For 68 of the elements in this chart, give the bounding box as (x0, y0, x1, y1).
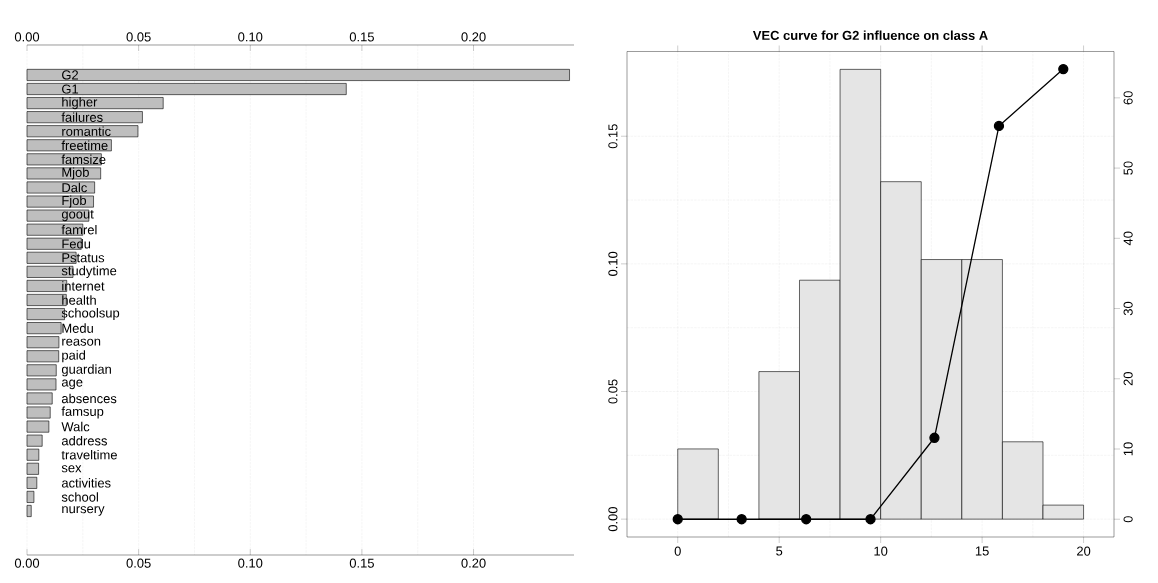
y-tick-label: Mjob (62, 167, 89, 180)
x-tick-label: 5 (776, 546, 783, 556)
x2-tick-label: 0.15 (349, 558, 374, 568)
y-tick-label: failures (61, 112, 103, 122)
y-tick-label: Medu (62, 323, 93, 333)
x2-tick-label: 0.00 (14, 558, 40, 568)
y-tick-label: freetime (61, 140, 108, 151)
y-tick-label: 0.05 (608, 379, 618, 404)
y2-tick-label: 20 (1123, 372, 1133, 386)
bar (26, 476, 38, 489)
bar (26, 490, 35, 503)
y-tick-label: reason (62, 338, 101, 346)
x-tick-label: 15 (975, 546, 989, 556)
y2-tick-label: 10 (1123, 442, 1133, 456)
y2-tick-label: 60 (1123, 91, 1133, 105)
x-tick-label: 0.00 (14, 32, 40, 42)
point (801, 514, 812, 525)
y-tick-label: sex (61, 465, 82, 473)
y-tick-label: health (62, 295, 96, 305)
y2-tick-label: 30 (1123, 301, 1133, 316)
point (1058, 63, 1069, 75)
y-tick-label: Walc (61, 421, 90, 432)
y-tick-label: Fedu (62, 238, 91, 249)
y2-tick-label: 40 (1123, 231, 1133, 246)
point (865, 514, 876, 525)
y-tick-label: romantic (62, 126, 111, 136)
y-tick-label: goout (61, 210, 94, 222)
x-tick-label: 0.10 (238, 32, 263, 42)
y-tick-label: famrel (61, 224, 97, 235)
y-tick-label: absences (61, 393, 117, 404)
x2-tick-label: 0.20 (461, 558, 486, 568)
y-tick-label: age (61, 379, 83, 390)
y-tick-label: higher (62, 97, 98, 110)
y-tick-label: guardian (61, 364, 111, 377)
y-tick-label: activities (61, 478, 111, 488)
y-tick-label: Fjob (62, 195, 87, 208)
y-tick-label: 0.00 (608, 507, 618, 532)
y-tick-label: famsup (61, 406, 104, 419)
y-tick-label: Pstatus (62, 253, 105, 263)
y-tick-label: traveltime (61, 449, 117, 460)
y-tick-label: G2 (62, 70, 79, 80)
y-tick-label: nursery (62, 506, 105, 516)
point (993, 120, 1005, 132)
x-tick-label: 0.05 (126, 32, 151, 42)
y2-tick-label: 0 (1123, 516, 1133, 523)
x2-tick-label: 0.05 (126, 558, 151, 568)
chart-title: VEC curve for G2 influence on class A (752, 30, 988, 40)
y-tick-label: famsize (61, 154, 106, 165)
y-tick-label: paid (62, 350, 86, 363)
y-tick-label: Dalc (62, 182, 87, 193)
point (929, 432, 940, 443)
bar (26, 462, 39, 475)
x-tick-label: 20 (1077, 546, 1091, 556)
x-tick-label: 0 (674, 546, 681, 556)
x-tick-label: 0.20 (461, 32, 486, 42)
point (736, 514, 747, 525)
x-tick-label: 0.15 (349, 32, 374, 42)
x2-tick-label: 0.10 (238, 558, 263, 568)
y-tick-label: address (61, 435, 107, 446)
y-tick-label: 0.15 (608, 124, 618, 149)
y-tick-label: G1 (62, 84, 79, 94)
y2-tick-label: 50 (1123, 161, 1133, 175)
y-tick-label: school (61, 492, 98, 502)
x-tick-label: 10 (874, 546, 888, 556)
y-tick-label: studytime (61, 265, 117, 278)
point (672, 514, 683, 525)
y-tick-label: 0.10 (608, 251, 618, 276)
bar (26, 505, 32, 517)
